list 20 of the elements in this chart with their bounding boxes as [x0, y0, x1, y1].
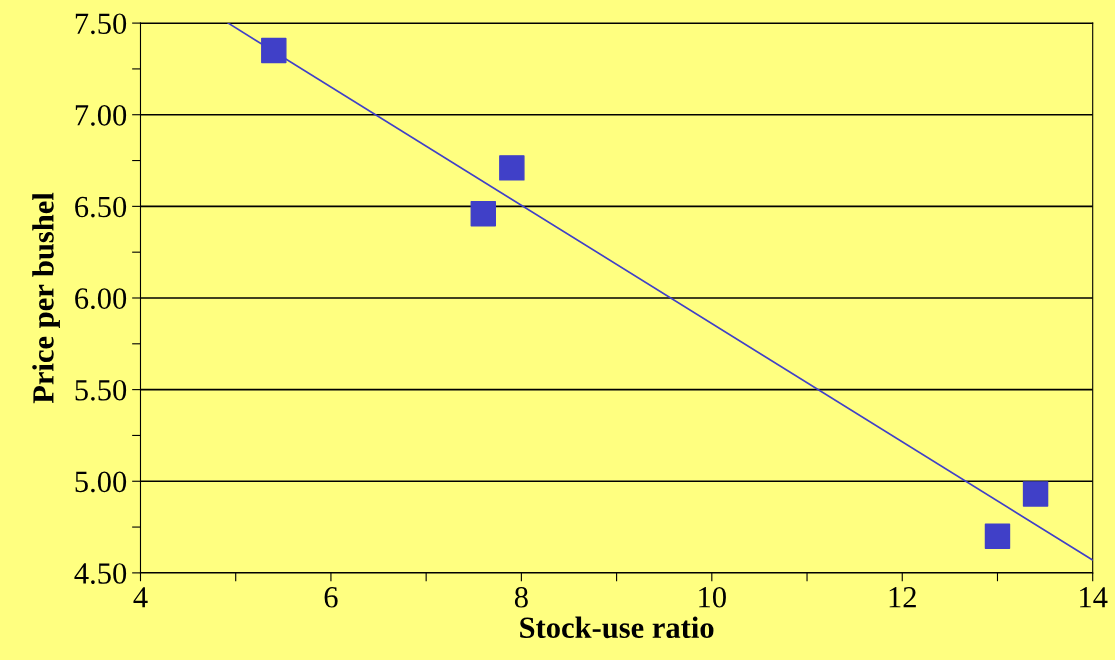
x-tick-label: 4	[133, 587, 148, 608]
y-tick-label: 5.00	[75, 471, 127, 493]
point	[470, 200, 497, 227]
x-tick-label: 14	[1080, 587, 1108, 608]
point	[261, 37, 287, 64]
x-tick-label: 10	[699, 586, 726, 608]
y-tick-label: 7.00	[75, 105, 127, 126]
y-tick-label: 7.50	[75, 13, 127, 35]
point	[984, 523, 1011, 549]
y-tick-label: 6.50	[75, 196, 127, 218]
x-tick-label: 6	[324, 587, 338, 608]
x-tick-label: 8	[514, 586, 528, 608]
x-axis-title: Stock-use ratio	[520, 616, 714, 639]
y-tick-label: 4.50	[74, 563, 127, 584]
point	[499, 155, 525, 181]
point	[1022, 481, 1049, 507]
x-tick-label: 12	[889, 587, 916, 608]
y-axis-title: Price per bushel	[32, 192, 60, 404]
y-tick-label: 6.00	[75, 288, 127, 310]
y-tick-label: 5.50	[75, 379, 127, 401]
